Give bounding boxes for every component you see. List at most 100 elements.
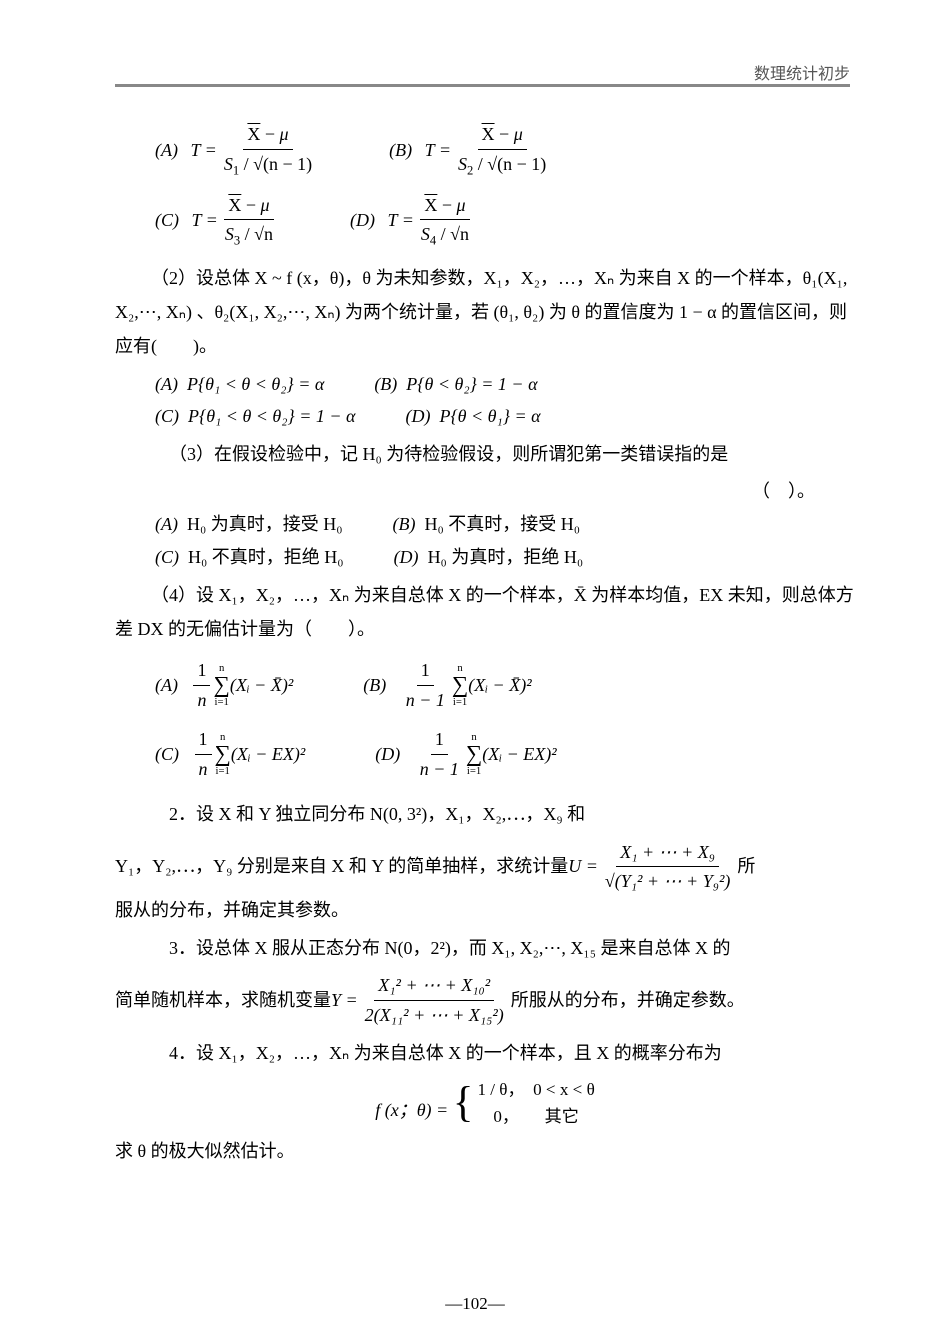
den: n [195, 755, 212, 784]
num: 1 [431, 725, 448, 755]
q4-opt-d: (D) 1 n − 1 n ∑ i=1 (Xᵢ − EX)² [375, 725, 556, 784]
den-tail: / √n [436, 224, 469, 244]
sum-bot: i=1 [214, 697, 228, 708]
q1-opt-d: (D) T = X − μ S4 / √n [350, 191, 476, 252]
q4-opt-b: (B) 1 n − 1 n ∑ i=1 (Xᵢ − X̄)² [363, 656, 531, 715]
opt-label: (C) [155, 206, 179, 235]
opt-expr: P{θ₁ < θ < θ₂} = 1 − α [188, 402, 355, 431]
opt-expr: H₀ 为真时，拒绝 H₀ [428, 543, 584, 572]
p3-text-a: 简单随机样本，求随机变量 [115, 986, 331, 1015]
opt-expr: P{θ < θ₂} = 1 − α [406, 370, 537, 399]
den-tail: / √(n − 1) [473, 154, 546, 174]
q2-opt-c: (C) P{θ₁ < θ < θ₂} = 1 − α [155, 402, 355, 431]
opt-label: (B) [389, 136, 412, 165]
den: n − 1 [416, 755, 463, 784]
q2-row-1: (A) P{θ₁ < θ < θ₂} = α (B) P{θ < θ₂} = 1… [155, 370, 855, 399]
p2-line2: Y₁，Y₂,⋯，Y₉ 分别是来自 X 和 Y 的简单抽样，求统计量 U = X₁… [115, 838, 855, 897]
fraction: X − μ S3 / √n [221, 191, 277, 252]
q4-opt-c: (C) 1 n n ∑ i=1 (Xᵢ − EX)² [155, 725, 305, 784]
f-lhs: f (x；θ) = [375, 1100, 448, 1120]
q1-row-2: (C) T = X − μ S3 / √n (D) T = X − μ S4 /… [115, 191, 855, 252]
case-2: 0， 其它 [477, 1103, 594, 1130]
sum-bot: i=1 [467, 766, 481, 777]
q4-row-1: (A) 1 n n ∑ i=1 (Xᵢ − X̄)² (B) 1 n − 1 n… [115, 656, 855, 715]
p4-formula: f (x；θ) = { 1 / θ， 0 < x < θ 0， 其它 [115, 1076, 855, 1131]
sum-body: (Xᵢ − EX)² [482, 740, 556, 769]
q2-opt-a: (A) P{θ₁ < θ < θ₂} = α [155, 370, 324, 399]
coef: 1 n [195, 725, 212, 784]
opt-expr: P{θ₁ < θ < θ₂} = α [187, 370, 324, 399]
q3-opt-a: (A) H₀ 为真时，接受 H₀ [155, 510, 343, 539]
q2-opt-b: (B) P{θ < θ₂} = 1 − α [374, 370, 537, 399]
sum-body: (Xᵢ − X̄)² [230, 671, 293, 700]
p2-text-a: Y₁，Y₂,⋯，Y₉ 分别是来自 X 和 Y 的简单抽样，求统计量 [115, 852, 568, 881]
q3-row-2: (C) H₀ 不真时，拒绝 H₀ (D) H₀ 为真时，拒绝 H₀ [155, 543, 855, 572]
opt-label: (A) [155, 510, 178, 539]
p3-line2: 简单随机样本，求随机变量 Y = X₁² + ⋯ + X₁₀² 2(X₁₁² +… [115, 971, 855, 1030]
opt-label: (B) [393, 510, 416, 539]
q3-row-1: (A) H₀ 为真时，接受 H₀ (B) H₀ 不真时，接受 H₀ [155, 510, 855, 539]
q3-text: （3）在假设检验中，记 H₀ 为待检验假设，则所谓犯第一类错误指的是 [115, 437, 855, 471]
q3-opt-d: (D) H₀ 为真时，拒绝 H₀ [394, 543, 584, 572]
den-tail: / √n [240, 224, 273, 244]
opt-label: (A) [155, 671, 178, 700]
opt-label: (D) [350, 206, 375, 235]
sum-bot: i=1 [215, 766, 229, 777]
left-brace-icon: { [453, 1086, 474, 1121]
p2-text-b: 所 [737, 852, 755, 881]
page-number: ―102― [0, 1294, 950, 1314]
sum-bot: i=1 [453, 697, 467, 708]
fraction: X − μ S4 / √n [417, 191, 473, 252]
sum-body: (Xᵢ − X̄)² [468, 671, 531, 700]
q3-opt-c: (C) H₀ 不真时，拒绝 H₀ [155, 543, 344, 572]
den: n [193, 686, 210, 715]
opt-label: (B) [374, 370, 397, 399]
fraction: X − μ S1 / √(n − 1) [220, 120, 316, 181]
num: 1 [417, 656, 434, 686]
q1-opt-c: (C) T = X − μ S3 / √n [155, 191, 280, 252]
opt-label: (A) [155, 370, 178, 399]
num: 1 [193, 656, 210, 686]
opt-expr: H₀ 不真时，拒绝 H₀ [188, 543, 344, 572]
u-frac: X₁ + ⋯ + X₉ √(Y₁² + ⋯ + Y₉²) [601, 838, 735, 897]
case-1: 1 / θ， 0 < x < θ [477, 1076, 594, 1103]
y-den: 2(X₁₁² + ⋯ + X₁₅²) [361, 1001, 508, 1030]
q4-row-2: (C) 1 n n ∑ i=1 (Xᵢ − EX)² (D) 1 n − 1 n… [115, 725, 855, 784]
p3-line1: 3．设总体 X 服从正态分布 N(0，2²)，而 X₁, X₂,⋯, X₁₅ 是… [115, 931, 855, 965]
fraction: X − μ S2 / √(n − 1) [454, 120, 550, 181]
opt-label: (D) [405, 402, 430, 431]
q1-opt-b: (B) T = X − μ S2 / √(n − 1) [389, 120, 553, 181]
cases: 1 / θ， 0 < x < θ 0， 其它 [477, 1076, 594, 1131]
opt-label: (C) [155, 543, 179, 572]
q2-opt-d: (D) P{θ < θ₁} = α [405, 402, 540, 431]
q3-opt-b: (B) H₀ 不真时，接受 H₀ [393, 510, 581, 539]
opt-label: (A) [155, 136, 178, 165]
header-rule [115, 84, 850, 87]
den-tail: / √(n − 1) [239, 154, 312, 174]
u-den: √(Y₁² + ⋯ + Y₉²) [601, 867, 735, 896]
t-eq: T = [388, 206, 414, 235]
p2-line1: 2．设 X 和 Y 独立同分布 N(0, 3²)，X₁，X₂,⋯，X₉ 和 [115, 797, 855, 831]
xbar: X [482, 120, 495, 149]
u-lhs: U = [568, 852, 598, 881]
num: 1 [195, 725, 212, 755]
q1-row-1: (A) T = X − μ S1 / √(n − 1) (B) T = X − … [115, 120, 855, 181]
t-eq: T = [425, 136, 451, 165]
brace-cases: { 1 / θ， 0 < x < θ 0， 其它 [453, 1076, 595, 1131]
den: n − 1 [402, 686, 449, 715]
opt-label: (C) [155, 402, 179, 431]
opt-label: (C) [155, 740, 179, 769]
p3-text-b: 所服从的分布，并确定参数。 [511, 986, 745, 1015]
sum-sigma: n ∑ i=1 [213, 663, 229, 707]
t-eq: T = [190, 136, 216, 165]
opt-expr: H₀ 为真时，接受 H₀ [187, 510, 343, 539]
xbar: X [247, 120, 260, 149]
sum-sigma: n ∑ i=1 [452, 663, 468, 707]
opt-label: (D) [394, 543, 419, 572]
q1-opt-a: (A) T = X − μ S1 / √(n − 1) [155, 120, 319, 181]
sum-body: (Xᵢ − EX)² [231, 740, 305, 769]
y-num: X₁² + ⋯ + X₁₀² [374, 971, 494, 1001]
q4-opt-a: (A) 1 n n ∑ i=1 (Xᵢ − X̄)² [155, 656, 293, 715]
opt-expr: P{θ < θ₁} = α [439, 402, 540, 431]
page-content: (A) T = X − μ S1 / √(n − 1) (B) T = X − … [115, 120, 855, 1165]
